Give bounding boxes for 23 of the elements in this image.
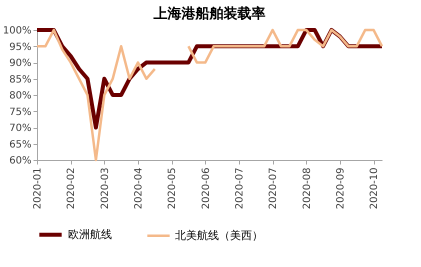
y-tick-label: 75% [9,106,32,118]
x-tick-label: 2020-01 [32,168,44,210]
x-tick-label: 2020-10 [369,168,380,210]
y-tick-label: 80% [9,90,32,102]
y-tick-label: 90% [9,58,32,69]
x-tick-label: 2020-09 [335,168,346,210]
x-tick-label: 2020-07 [268,168,280,210]
chart-title: 上海港船舶装载率 [152,5,266,22]
x-tick-label: 2020-08 [302,168,313,210]
x-tick-label: 2020-02 [66,168,78,210]
x-tick-label: 2020-05 [167,168,178,210]
legend-label: 北美航线（美西） [175,228,263,242]
legend-label: 欧洲航线 [68,228,112,241]
x-tick-label: 2020-03 [100,168,111,210]
y-tick-label: 85% [9,74,32,86]
x-tick-label: 2020-04 [133,168,144,210]
y-tick-label: 65% [9,139,32,150]
x-tick-label: 2020-07 [234,168,246,210]
x-tick-label: 2020-06 [200,168,212,210]
y-tick-label: 60% [9,156,32,166]
y-tick-label: 70% [9,123,32,134]
y-tick-label: 100% [2,26,32,36]
y-tick-label: 95% [9,42,32,53]
